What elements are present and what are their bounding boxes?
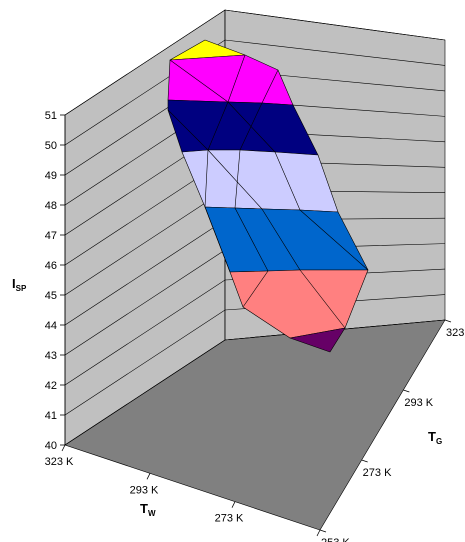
tw-tick-mark (316, 529, 321, 537)
z-tick-label: 40 (45, 440, 57, 452)
band-44-45 (289, 327, 346, 353)
tg-tick-mark (403, 389, 410, 393)
band-45-46 (229, 269, 369, 339)
tg-tick-mark (361, 459, 368, 463)
z-tick-label: 51 (45, 110, 57, 122)
tw-tick-mark (231, 501, 236, 508)
z-tick-label: 42 (45, 380, 57, 392)
z-tick-label: 44 (45, 320, 57, 332)
tg-tick-label: 323 K (446, 327, 465, 339)
tg-tick-labels: 253 K 273 K 293 K 323 K (319, 319, 465, 542)
z-tick-label: 50 (45, 140, 57, 152)
z-tick-label: 45 (45, 290, 57, 302)
z-tick-labels: 40 41 42 43 44 45 46 47 48 49 50 51 (45, 110, 65, 452)
z-tick-label: 47 (45, 230, 57, 242)
tg-tick-label: 253 K (321, 537, 350, 542)
tw-axis-label: TW (140, 501, 156, 518)
z-axis-label: ISP (12, 276, 27, 293)
tg-tick-mark (444, 319, 452, 323)
tw-tick-mark (61, 444, 66, 452)
z-tick-label: 41 (45, 410, 57, 422)
z-axis: 40 41 42 43 44 45 46 47 48 49 50 51 ISP (12, 110, 65, 452)
tg-tick-label: 293 K (404, 397, 433, 409)
tw-tick-label: 273 K (215, 513, 244, 525)
z-tick-label: 49 (45, 170, 57, 182)
surface (167, 39, 369, 353)
z-tick-label: 48 (45, 200, 57, 212)
surface-mesh (167, 54, 369, 329)
tg-tick-label: 273 K (363, 467, 392, 479)
z-tick-label: 43 (45, 350, 57, 362)
tw-tick-label: 293 K (130, 484, 159, 496)
tw-tick-mark (146, 473, 151, 480)
tg-axis: 253 K 273 K 293 K 323 K TG (319, 319, 465, 542)
tg-tick-mark (319, 529, 327, 533)
tw-tick-label: 323 K (45, 456, 74, 468)
tg-axis-label: TG (428, 429, 442, 446)
z-tick-label: 46 (45, 260, 57, 272)
